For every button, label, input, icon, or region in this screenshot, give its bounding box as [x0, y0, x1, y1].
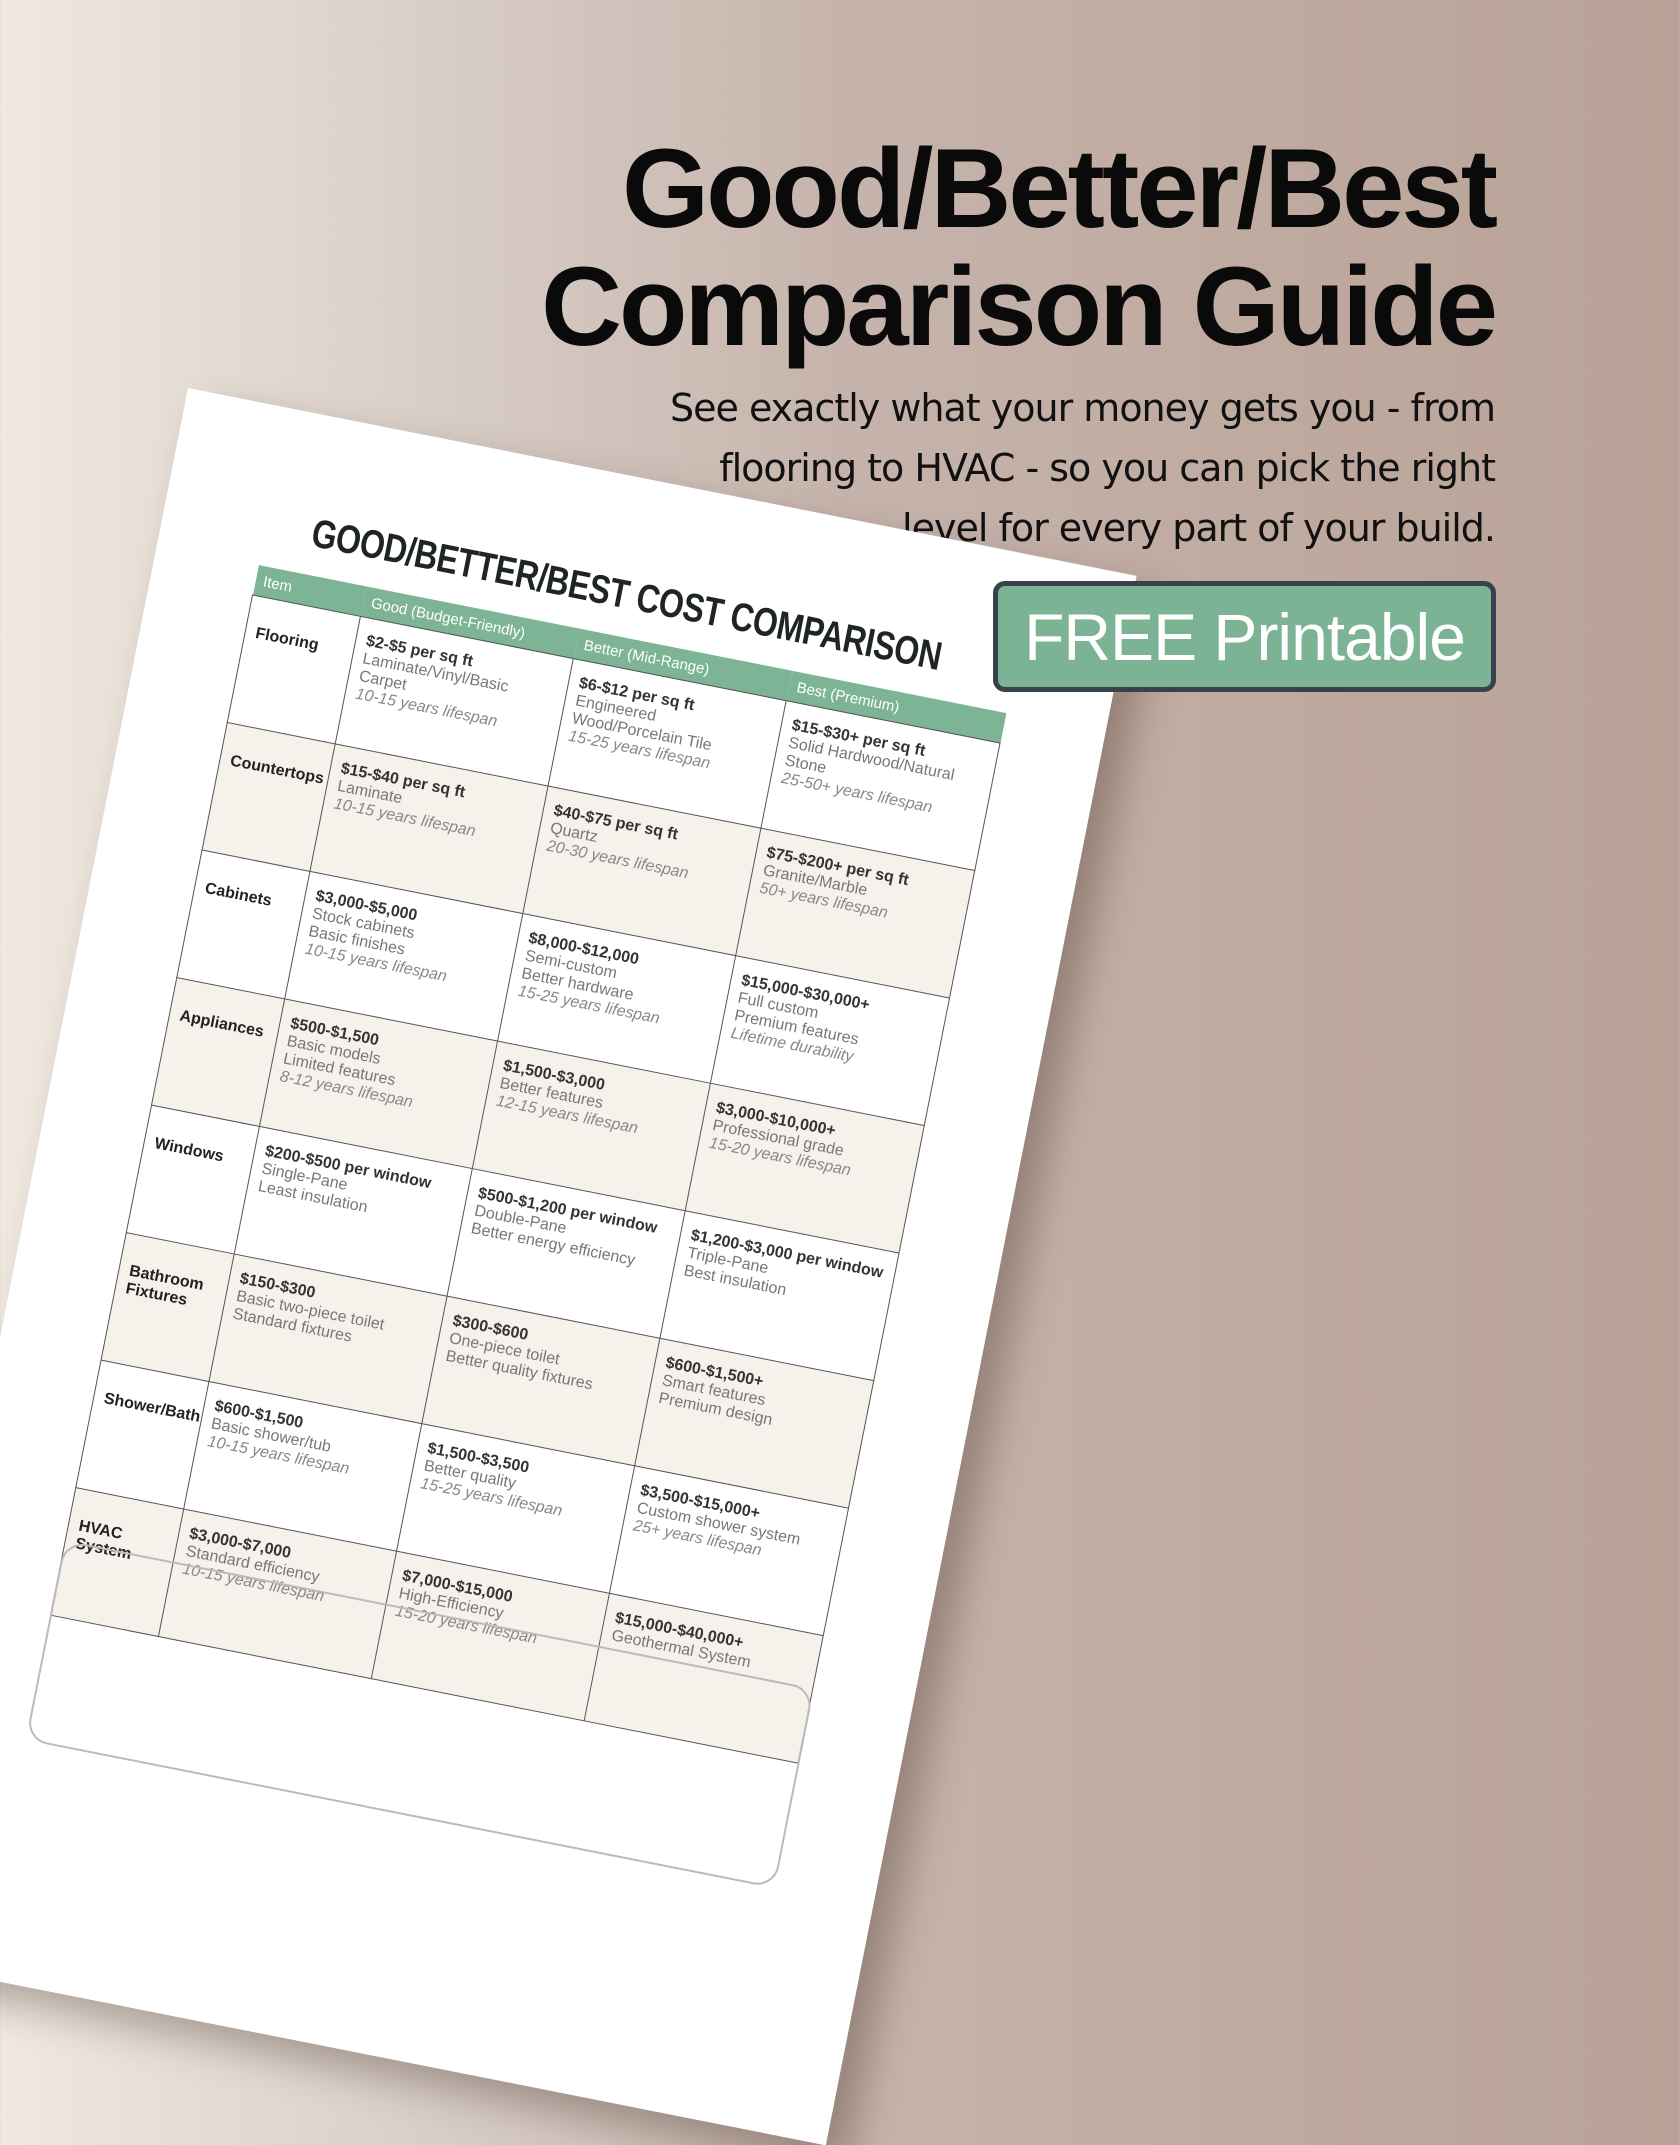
subtitle-line: See exactly what your money gets you - f…	[669, 386, 1496, 430]
hero-title-line-2: Comparison Guide	[541, 244, 1498, 369]
hero-title-line-1: Good/Better/Best	[622, 126, 1498, 251]
hero-subtitle: See exactly what your money gets you - f…	[595, 378, 1496, 558]
subtitle-line: flooring to HVAC - so you can pick the r…	[719, 446, 1496, 490]
free-printable-button[interactable]: FREE Printable	[993, 581, 1496, 692]
subtitle-line: level for every part of your build.	[902, 506, 1496, 550]
hero-title: Good/Better/Best Comparison Guide	[541, 126, 1498, 369]
printable-document-preview: GOOD/BETTER/BEST COST COMPARISON Item Goo…	[0, 388, 1137, 2145]
